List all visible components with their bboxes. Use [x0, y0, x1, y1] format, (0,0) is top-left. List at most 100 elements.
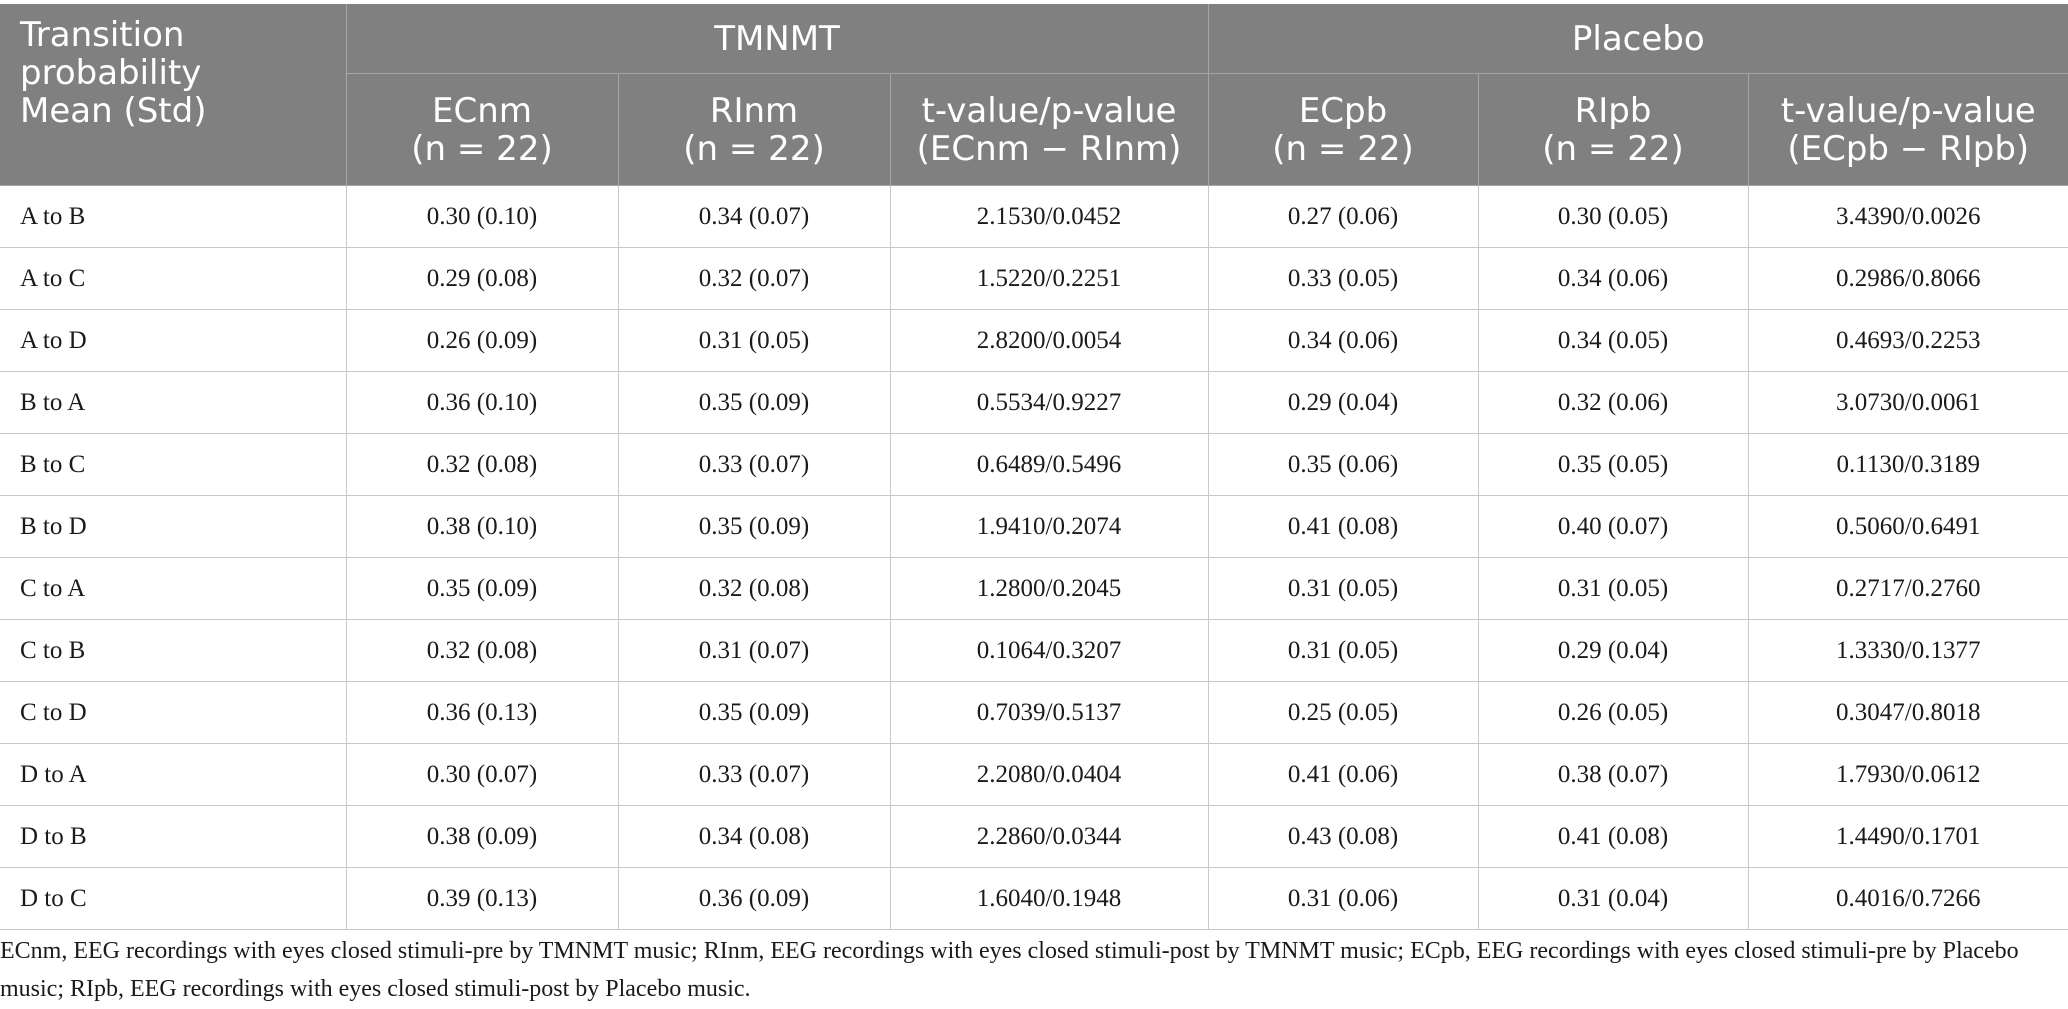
table-cell: 0.31 (0.07)	[618, 619, 891, 682]
table-row: D to A 0.30 (0.07) 0.33 (0.07) 2.2080/0.040…	[0, 743, 2068, 806]
column-header: ECnm (n = 22)	[346, 73, 619, 186]
table-cell: 0.33 (0.05)	[1208, 247, 1479, 310]
table-cell: 0.3047/0.8018	[1748, 681, 2068, 744]
table-cell: 0.34 (0.06)	[1478, 247, 1749, 310]
table-cell: 1.3330/0.1377	[1748, 619, 2068, 682]
table-cell: 0.32 (0.06)	[1478, 371, 1749, 434]
table-cell: 0.34 (0.05)	[1478, 309, 1749, 372]
table-cell: 0.29 (0.08)	[346, 247, 619, 310]
table-cell: 0.41 (0.08)	[1478, 805, 1749, 868]
table-cell: 0.26 (0.09)	[346, 309, 619, 372]
row-label: C to A	[0, 557, 347, 620]
table-cell: 0.36 (0.13)	[346, 681, 619, 744]
group-header-tmnmt: TMNMT	[346, 4, 1209, 74]
table-header: Transition probability Mean (Std) TMNMT …	[0, 4, 2068, 186]
row-label: D to B	[0, 805, 347, 868]
table-cell: 0.35 (0.09)	[618, 495, 891, 558]
table-cell: 2.2860/0.0344	[890, 805, 1209, 868]
table-row: B to C 0.32 (0.08) 0.33 (0.07) 0.6489/0.549…	[0, 433, 2068, 496]
table-row: B to A 0.36 (0.10) 0.35 (0.09) 0.5534/0.922…	[0, 371, 2068, 434]
row-label: B to A	[0, 371, 347, 434]
table-cell: 0.31 (0.05)	[1478, 557, 1749, 620]
table-cell: 0.38 (0.10)	[346, 495, 619, 558]
table-cell: 0.7039/0.5137	[890, 681, 1209, 744]
table-cell: 0.39 (0.13)	[346, 867, 619, 930]
table-row: C to B 0.32 (0.08) 0.31 (0.07) 0.1064/0.320…	[0, 619, 2068, 682]
corner-header: Transition probability Mean (Std)	[0, 4, 347, 186]
row-label: D to A	[0, 743, 347, 806]
corner-header-line: Mean (Std)	[20, 91, 207, 131]
table-cell: 0.35 (0.09)	[618, 371, 891, 434]
column-header-label: ECnm	[432, 90, 532, 131]
table-cell: 0.38 (0.09)	[346, 805, 619, 868]
table-cell: 0.32 (0.07)	[618, 247, 891, 310]
table-cell: 0.29 (0.04)	[1208, 371, 1479, 434]
column-header-label: RInm	[709, 90, 799, 131]
column-header-sublabel: (ECpb − RIpb)	[1787, 128, 2030, 169]
table-cell: 0.38 (0.07)	[1478, 743, 1749, 806]
row-label: B to C	[0, 433, 347, 496]
table-cell: 1.5220/0.2251	[890, 247, 1209, 310]
table-cell: 0.25 (0.05)	[1208, 681, 1479, 744]
table-cell: 1.4490/0.1701	[1748, 805, 2068, 868]
column-header-sublabel: (ECnm − RInm)	[916, 128, 1182, 169]
table-cell: 1.9410/0.2074	[890, 495, 1209, 558]
column-header-sublabel: (n = 22)	[1542, 128, 1684, 169]
row-label: A to C	[0, 247, 347, 310]
column-header-label: t-value/p-value	[921, 90, 1177, 131]
row-label: D to C	[0, 867, 347, 930]
table-cell: 0.32 (0.08)	[346, 619, 619, 682]
table-cell: 0.34 (0.08)	[618, 805, 891, 868]
row-label: A to B	[0, 185, 347, 248]
table-row: A to B 0.30 (0.10) 0.34 (0.07) 2.1530/0.045…	[0, 185, 2068, 248]
table-cell: 0.29 (0.04)	[1478, 619, 1749, 682]
table-cell: 0.34 (0.06)	[1208, 309, 1479, 372]
table-cell: 0.32 (0.08)	[618, 557, 891, 620]
column-header-label: t-value/p-value	[1780, 90, 2036, 131]
corner-header-line: probability	[20, 53, 202, 93]
row-label: A to D	[0, 309, 347, 372]
table-cell: 2.8200/0.0054	[890, 309, 1209, 372]
corner-header-line: Transition	[20, 15, 185, 55]
table-row: D to B 0.38 (0.09) 0.34 (0.08) 2.2860/0.034…	[0, 805, 2068, 868]
results-table-container: Transition probability Mean (Std) TMNMT …	[0, 4, 2068, 930]
column-header: RInm (n = 22)	[618, 73, 891, 186]
table-cell: 0.5534/0.9227	[890, 371, 1209, 434]
table-cell: 0.35 (0.06)	[1208, 433, 1479, 496]
table-cell: 0.41 (0.08)	[1208, 495, 1479, 558]
table-cell: 0.32 (0.08)	[346, 433, 619, 496]
column-header-label: RIpb	[1574, 90, 1652, 131]
transition-probability-table: Transition probability Mean (Std) TMNMT …	[0, 4, 2068, 930]
table-cell: 0.31 (0.06)	[1208, 867, 1479, 930]
table-cell: 0.26 (0.05)	[1478, 681, 1749, 744]
table-cell: 0.4016/0.7266	[1748, 867, 2068, 930]
table-row: A to D 0.26 (0.09) 0.31 (0.05) 2.8200/0.005…	[0, 309, 2068, 372]
row-label: C to B	[0, 619, 347, 682]
table-cell: 0.2717/0.2760	[1748, 557, 2068, 620]
table-cell: 0.36 (0.10)	[346, 371, 619, 434]
table-cell: 2.2080/0.0404	[890, 743, 1209, 806]
table-cell: 0.31 (0.04)	[1478, 867, 1749, 930]
column-header: RIpb (n = 22)	[1478, 73, 1749, 186]
row-label: B to D	[0, 495, 347, 558]
table-cell: 1.7930/0.0612	[1748, 743, 2068, 806]
table-cell: 0.36 (0.09)	[618, 867, 891, 930]
table-cell: 0.30 (0.10)	[346, 185, 619, 248]
table-cell: 3.0730/0.0061	[1748, 371, 2068, 434]
table-cell: 1.2800/0.2045	[890, 557, 1209, 620]
column-header: ECpb (n = 22)	[1208, 73, 1479, 186]
table-row: C to A 0.35 (0.09) 0.32 (0.08) 1.2800/0.204…	[0, 557, 2068, 620]
table-row: A to C 0.29 (0.08) 0.32 (0.07) 1.5220/0.225…	[0, 247, 2068, 310]
column-header-label: ECpb	[1298, 90, 1388, 131]
group-header-placebo: Placebo	[1208, 4, 2068, 74]
table-cell: 0.2986/0.8066	[1748, 247, 2068, 310]
table-cell: 0.27 (0.06)	[1208, 185, 1479, 248]
table-cell: 0.43 (0.08)	[1208, 805, 1479, 868]
table-cell: 2.1530/0.0452	[890, 185, 1209, 248]
table-cell: 0.5060/0.6491	[1748, 495, 2068, 558]
table-cell: 0.31 (0.05)	[1208, 557, 1479, 620]
table-cell: 0.35 (0.09)	[618, 681, 891, 744]
table-cell: 0.33 (0.07)	[618, 433, 891, 496]
table-cell: 0.33 (0.07)	[618, 743, 891, 806]
table-cell: 0.40 (0.07)	[1478, 495, 1749, 558]
